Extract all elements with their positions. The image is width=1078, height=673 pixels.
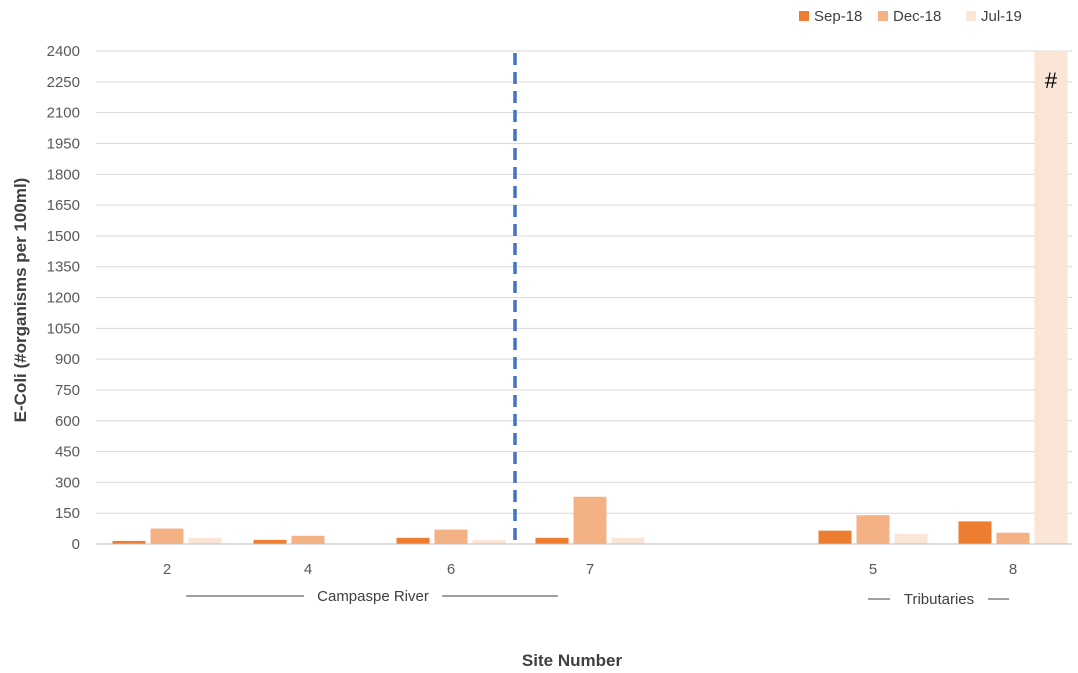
- legend-swatch: [799, 11, 809, 21]
- bar-site-5-jul-19: [894, 533, 928, 544]
- y-tick-label: 1350: [47, 259, 80, 276]
- bar-site-2-jul-19: [188, 537, 222, 544]
- bar-site-7-jul-19: [611, 537, 645, 544]
- bar-site-7-dec-18: [573, 496, 607, 544]
- y-tick-label: 900: [55, 351, 80, 368]
- gridlines: [96, 50, 1072, 514]
- bar-site-4-sep-18: [253, 539, 287, 544]
- bar-site-6-dec-18: [434, 529, 468, 544]
- x-tick-label-7: 7: [586, 561, 594, 578]
- legend-label: Sep-18: [814, 8, 862, 25]
- legend: Sep-18 Dec-18 Jul-19: [799, 8, 1022, 25]
- x-tick-label-4: 4: [304, 561, 312, 578]
- x-axis-ticks: 2 4 6 7 5 8: [163, 561, 1017, 578]
- y-tick-label: 2250: [47, 74, 80, 91]
- bar-site-5-sep-18: [818, 530, 852, 544]
- y-tick-label: 600: [55, 413, 80, 430]
- bar-site-2-sep-18: [112, 540, 146, 544]
- bars: [112, 51, 1068, 544]
- bar-site-8-dec-18: [996, 532, 1030, 544]
- bar-site-7-sep-18: [535, 537, 569, 544]
- y-tick-label: 1050: [47, 320, 80, 337]
- y-tick-label: 450: [55, 444, 80, 461]
- bar-site-8-jul-19: [1034, 51, 1068, 544]
- y-axis-title: E-Coli (#organisms per 100ml): [11, 178, 30, 423]
- y-tick-label: 1950: [47, 135, 80, 152]
- legend-item-jul-19: Jul-19: [966, 8, 1022, 25]
- bar-site-5-dec-18: [856, 515, 890, 544]
- x-tick-label-2: 2: [163, 561, 171, 578]
- legend-swatch: [966, 11, 976, 21]
- legend-item-dec-18: Dec-18: [878, 8, 941, 25]
- y-axis-ticks: 0 150 300 450 600 750 900 1050 1200 1350 1500 1650 1…: [47, 43, 80, 553]
- bar-site-4-dec-18: [291, 535, 325, 544]
- annotation-hash: #: [1045, 68, 1058, 93]
- x-tick-label-8: 8: [1009, 561, 1017, 578]
- group-label-campaspe-river: Campaspe River: [317, 588, 429, 605]
- x-tick-label-5: 5: [869, 561, 877, 578]
- y-tick-label: 0: [72, 536, 80, 553]
- y-tick-label: 750: [55, 382, 80, 399]
- y-tick-label: 2400: [47, 43, 80, 60]
- annotations: #: [1045, 68, 1058, 93]
- legend-label: Jul-19: [981, 8, 1022, 25]
- legend-label: Dec-18: [893, 8, 941, 25]
- y-tick-label: 1200: [47, 290, 80, 307]
- y-tick-label: 2100: [47, 105, 80, 122]
- y-tick-label: 150: [55, 505, 80, 522]
- y-tick-label: 1650: [47, 197, 80, 214]
- legend-swatch: [878, 11, 888, 21]
- site-groups: Campaspe River Tributaries: [186, 588, 1009, 608]
- bar-site-6-jul-19: [472, 539, 506, 544]
- x-tick-label-6: 6: [447, 561, 455, 578]
- group-label-tributaries: Tributaries: [904, 591, 974, 608]
- x-axis-title: Site Number: [522, 651, 623, 670]
- bar-site-2-dec-18: [150, 528, 184, 544]
- y-tick-label: 1500: [47, 228, 80, 245]
- y-tick-label: 1800: [47, 166, 80, 183]
- legend-item-sep-18: Sep-18: [799, 8, 862, 25]
- y-tick-label: 300: [55, 474, 80, 491]
- bar-site-8-sep-18: [958, 521, 992, 544]
- bar-site-6-sep-18: [396, 537, 430, 544]
